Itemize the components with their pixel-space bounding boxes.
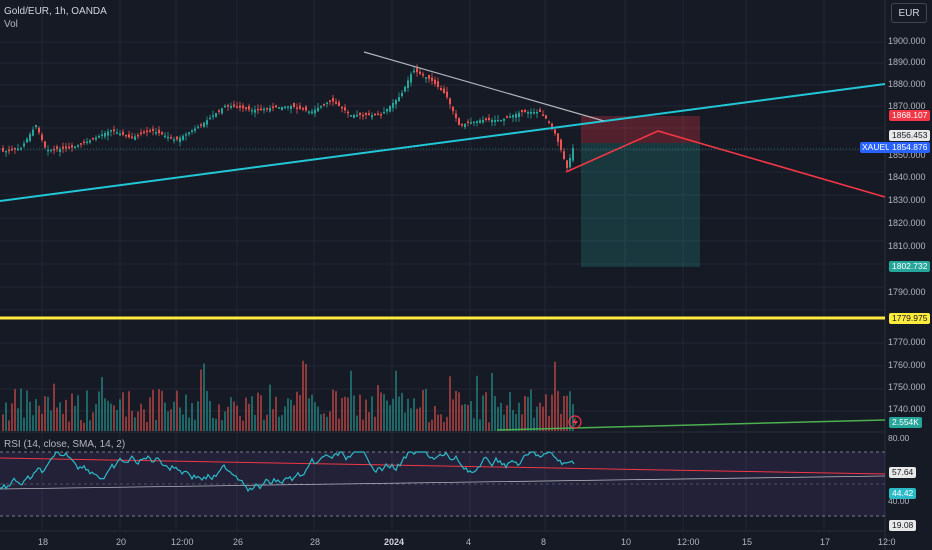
time-axis-label: 12:0 xyxy=(878,537,896,547)
time-axis-label: 15 xyxy=(742,537,753,547)
price-axis-label: 1740.000 xyxy=(888,404,926,414)
volume-legend[interactable]: Vol xyxy=(4,19,18,30)
rsi-axis-label-40: 40.00 xyxy=(888,496,910,506)
price-axis-label: 1790.000 xyxy=(888,287,926,297)
last-price-tag: 1854.876 xyxy=(889,142,931,153)
candlesticks xyxy=(2,64,574,172)
horizontal-line-tag: 1779.975 xyxy=(889,313,931,324)
time-axis-label: 4 xyxy=(466,537,472,547)
volume-trendline[interactable] xyxy=(496,419,886,431)
chart-grid xyxy=(0,0,885,531)
price-axis-label: 1810.000 xyxy=(888,241,926,251)
symbol-tag: XAUEUR xyxy=(860,142,900,153)
lightning-glyph xyxy=(572,417,578,427)
price-axis-label: 1900.000 xyxy=(888,36,926,46)
take-profit-zone[interactable] xyxy=(581,143,700,267)
price-axis-label: 1820.000 xyxy=(888,218,926,228)
time-axis-label: 12:00 xyxy=(171,537,194,547)
time-axis-label: 18 xyxy=(38,537,49,547)
stop-price-tag: 1868.107 xyxy=(889,110,931,121)
time-axis-label: 12:00 xyxy=(677,537,700,547)
rsi-resistance-line[interactable] xyxy=(0,457,886,475)
price-axis-label: 1750.000 xyxy=(888,382,926,392)
rsi-value-tag: 44.42 xyxy=(889,488,917,499)
lightning-icon[interactable] xyxy=(568,415,582,429)
time-axis-label: 2024 xyxy=(384,537,405,547)
rsi-low-tag: 19.08 xyxy=(889,520,917,531)
rsi-band xyxy=(0,452,885,516)
time-axis-label: 17 xyxy=(820,537,831,547)
rsi-ma-tag: 57.64 xyxy=(889,467,917,478)
price-axis-label: 1890.000 xyxy=(888,57,926,67)
rsi-legend[interactable]: RSI (14, close, SMA, 14, 2) xyxy=(4,439,126,450)
current-price-tag: 1856.453 xyxy=(889,130,931,141)
rsi-support-line[interactable] xyxy=(0,475,886,490)
time-axis-label: 26 xyxy=(233,537,244,547)
currency-button[interactable]: EUR xyxy=(891,3,927,23)
rsi-line xyxy=(0,451,575,493)
price-axis-label: 1830.000 xyxy=(888,195,926,205)
volume-bars xyxy=(2,360,574,431)
price-axis-label: 1840.000 xyxy=(888,172,926,182)
time-axis-label: 10 xyxy=(621,537,632,547)
price-axis-label: 1760.000 xyxy=(888,360,926,370)
gray-trendline[interactable] xyxy=(363,51,605,122)
symbol-legend[interactable]: Gold/EUR, 1h, OANDA xyxy=(4,6,107,17)
price-axis-label: 1770.000 xyxy=(888,337,926,347)
rsi-axis-label-80: 80.00 xyxy=(888,433,910,443)
cyan-trendline[interactable] xyxy=(0,83,886,202)
projection-path[interactable] xyxy=(565,130,886,198)
time-axis-label: 28 xyxy=(310,537,321,547)
price-axis-label: 1850.000 xyxy=(888,150,926,160)
price-axis-label: 1880.000 xyxy=(888,79,926,89)
volume-tag: 2.554K xyxy=(889,417,922,428)
time-axis-label: 8 xyxy=(541,537,547,547)
target-price-tag: 1802.732 xyxy=(889,261,931,272)
price-axis-label: 1870.000 xyxy=(888,101,926,111)
time-axis-label: 20 xyxy=(116,537,127,547)
